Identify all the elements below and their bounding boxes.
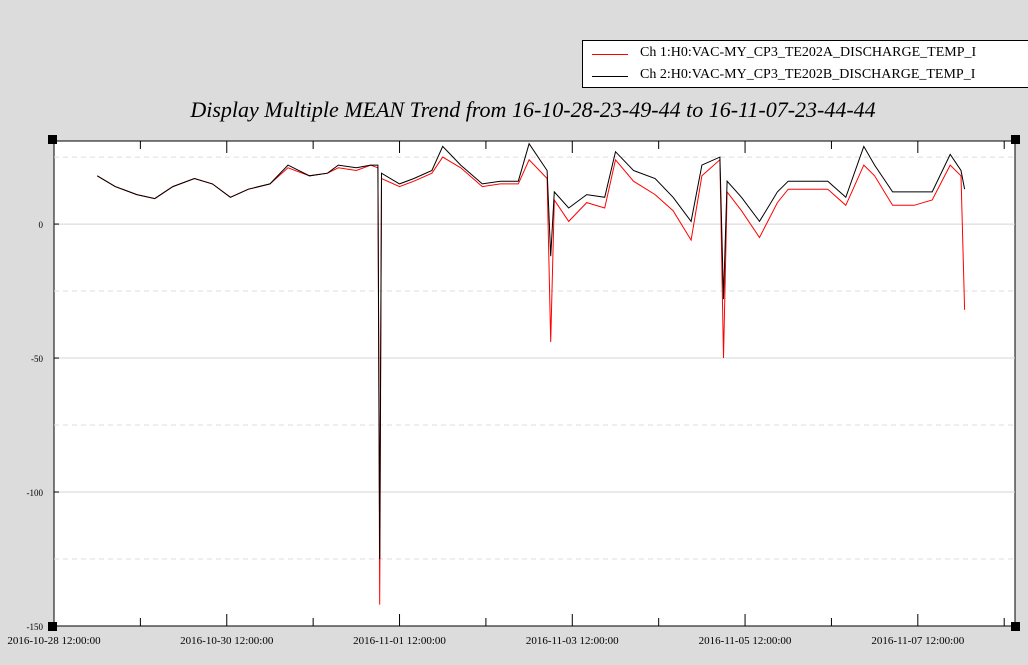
x-tick-label: 2016-10-28 12:00:00	[7, 635, 101, 647]
series-line-ch2	[96, 142, 966, 560]
y-tick-label: -50	[31, 354, 43, 364]
corner-handle-bottom-left[interactable]	[48, 622, 57, 631]
legend-label-ch1: Ch 1:H0:VAC-MY_CP3_TE202A_DISCHARGE_TEMP…	[640, 45, 977, 60]
chart-title: Display Multiple MEAN Trend from 16-10-2…	[190, 97, 876, 122]
series-line-ch1	[96, 156, 966, 605]
x-tick-label: 2016-11-07 12:00:00	[871, 635, 964, 647]
plot-corner-handles	[48, 135, 1020, 631]
legend-entry-ch2: Ch 2:H0:VAC-MY_CP3_TE202B_DISCHARGE_TEMP…	[583, 66, 1028, 86]
legend-label-ch2: Ch 2:H0:VAC-MY_CP3_TE202B_DISCHARGE_TEMP…	[640, 67, 976, 82]
y-tick-label: -100	[27, 488, 44, 498]
legend-entry-ch1: Ch 1:H0:VAC-MY_CP3_TE202A_DISCHARGE_TEMP…	[583, 44, 1028, 64]
x-tick-label: 2016-11-05 12:00:00	[699, 635, 792, 647]
grid-lines	[54, 156, 1015, 560]
y-tick-label: 0	[39, 220, 44, 230]
y-tick-label: -150	[27, 622, 44, 632]
corner-handle-top-right[interactable]	[1011, 135, 1020, 144]
plot-area	[53, 140, 1016, 627]
x-tick-label: 2016-10-30 12:00:00	[180, 635, 274, 647]
legend-swatch-ch2	[592, 76, 628, 77]
x-tick-label: 2016-11-01 12:00:00	[353, 635, 446, 647]
series-lines	[96, 142, 966, 605]
axis-ticks: 0 -50 -100 -150 2016-10-28 12:00:00 2016-10-3…	[7, 141, 1005, 647]
chart-legend: Ch 1:H0:VAC-MY_CP3_TE202A_DISCHARGE_TEMP…	[582, 40, 1028, 88]
legend-swatch-ch1	[592, 54, 628, 55]
x-tick-label: 2016-11-03 12:00:00	[526, 635, 619, 647]
corner-handle-bottom-right[interactable]	[1011, 622, 1020, 631]
corner-handle-top-left[interactable]	[48, 135, 57, 144]
